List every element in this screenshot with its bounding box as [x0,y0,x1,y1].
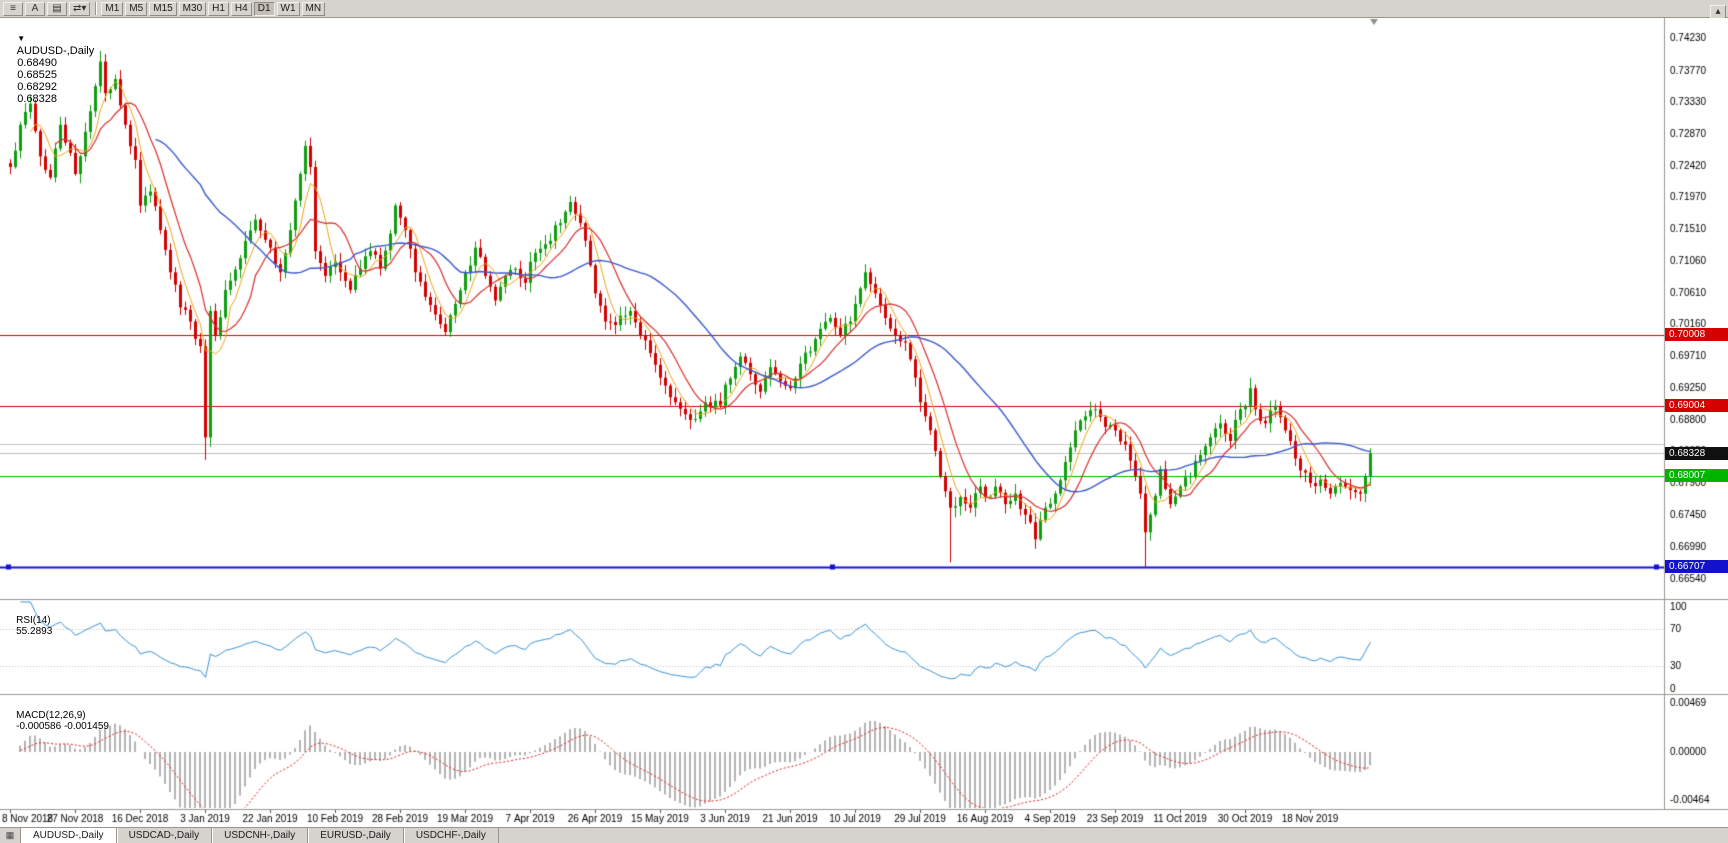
text-tool-button[interactable]: A [25,1,45,16]
cycle-symbols-icon: ⇄▾ [73,2,87,14]
rsi-value: 55.2893 [16,626,53,637]
support-tag-green[interactable]: 0.68007 [1665,469,1728,482]
timeframe-buttons: M1 M5 M15 M30 H1 H4 D1 W1 MN [101,1,326,16]
template-button[interactable]: ▤ [47,1,67,16]
timeframe-m15-button[interactable]: M15 [149,1,177,16]
macd-indicator-label: MACD(12,26,9) -0.000586 -0.001459 [5,699,109,743]
ohlc-toggle-icon[interactable]: ▼ [17,34,26,43]
timeframe-h4-button[interactable]: H4 [230,1,252,16]
resistance-tag-1[interactable]: 0.70008 [1665,328,1728,341]
price-chart-canvas[interactable] [0,18,1728,827]
symbol-info-line: ▼ AUDUSD-,Daily 0.68490 0.68525 0.68292 … [5,21,95,117]
rsi-name: RSI(14) [16,615,51,626]
chart-area: ▼ AUDUSD-,Daily 0.68490 0.68525 0.68292 … [0,18,1728,827]
toolbar-icon-buttons: ≡ A ▤ ⇄▾ [3,1,91,16]
charts-menu-button[interactable]: ≡ [3,1,23,16]
symbol-tab-usdcad-daily[interactable]: USDCAD-,Daily [117,828,213,843]
template-icon: ▤ [52,2,62,14]
symbol-tabs: AUDUSD-,Daily USDCAD-,Daily USDCNH-,Daily E… [21,828,499,843]
symbol-tab-eurusd-daily[interactable]: EURUSD-,Daily [308,828,404,843]
cycle-symbols-button[interactable]: ⇄▾ [69,1,91,16]
timeframe-m1-button[interactable]: M1 [101,1,124,16]
timeframe-m30-button[interactable]: M30 [178,1,207,16]
text-tool-icon: A [31,2,39,14]
resistance-tag-2[interactable]: 0.69004 [1665,399,1728,412]
toolbar-separator [95,2,97,15]
support-tag-blue[interactable]: 0.66707 [1665,560,1728,573]
macd-name: MACD(12,26,9) [16,710,86,721]
workspace-icon[interactable]: ▦ [0,828,21,843]
timeframe-d1-button[interactable]: D1 [253,1,275,16]
symbol-tab-usdchf-daily[interactable]: USDCHF-,Daily [404,828,499,843]
timeframe-w1-button[interactable]: W1 [276,1,300,16]
top-toolbar: ≡ A ▤ ⇄▾ M1 M5 M15 M30 H1 H4 D1 W1 MN ▴ [0,0,1728,19]
timeframe-h1-button[interactable]: H1 [208,1,229,16]
toolbar-scroll-up-button[interactable]: ▴ [1710,5,1726,19]
open-value: 0.68490 [17,57,57,69]
symbol-tab-usdcnh-daily[interactable]: USDCNH-,Daily [212,828,309,843]
low-value: 0.68292 [17,81,57,93]
symbol-title: AUDUSD-,Daily [16,45,95,57]
current-price-tag: 0.68328 [1665,447,1728,460]
charts-menu-icon: ≡ [10,2,16,14]
symbol-tabbar: ▦ AUDUSD-,Daily USDCAD-,Daily USDCNH-,Dail… [0,827,1728,843]
rsi-indicator-label: RSI(14) 55.2893 [5,604,52,648]
timeframe-mn-button[interactable]: MN [301,1,326,16]
timeframe-m5-button[interactable]: M5 [125,1,148,16]
macd-values: -0.000586 -0.001459 [16,721,109,732]
high-value: 0.68525 [17,69,57,81]
close-value: 0.68328 [17,93,57,105]
symbol-tab-audusd-daily[interactable]: AUDUSD-,Daily [21,828,117,843]
